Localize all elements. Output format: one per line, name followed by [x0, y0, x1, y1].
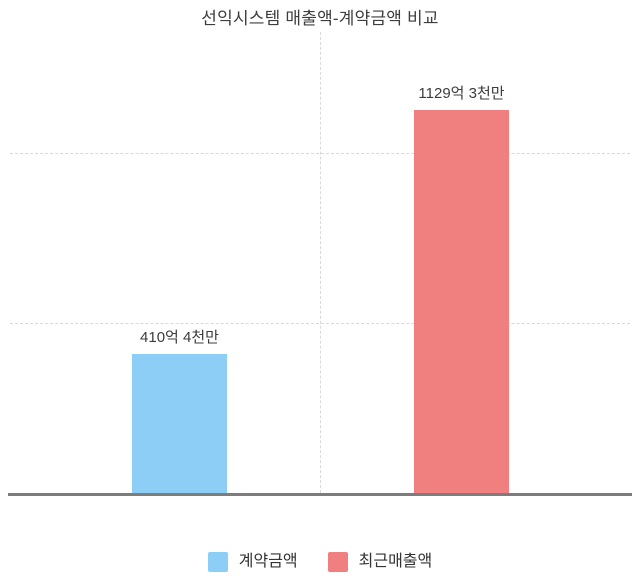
horizontal-gridline-1000: [10, 153, 630, 154]
bar-value-label-contract: 410억 4천만: [140, 329, 219, 346]
bar-revenue: [414, 110, 509, 493]
legend-label-revenue: 최근매출액: [358, 553, 433, 570]
legend-label-contract: 계약금액: [238, 553, 298, 570]
legend-item-contract: 계약금액: [207, 552, 298, 572]
bar-value-label-revenue: 1129억 3천만: [418, 85, 505, 102]
legend-swatch-contract: [207, 552, 228, 572]
bar-contract: [132, 354, 227, 493]
x-axis-line: [8, 493, 632, 496]
chart-title: 선익시스템 매출액-계약금액 비교: [201, 9, 439, 28]
legend-swatch-revenue: [327, 552, 348, 572]
vertical-gridline: [320, 32, 321, 493]
horizontal-gridline-500: [10, 323, 630, 324]
legend: 계약금액 최근매출액: [0, 552, 640, 572]
plot-area: 410억 4천만 1129억 3천만: [8, 32, 632, 496]
legend-item-revenue: 최근매출액: [327, 552, 433, 572]
